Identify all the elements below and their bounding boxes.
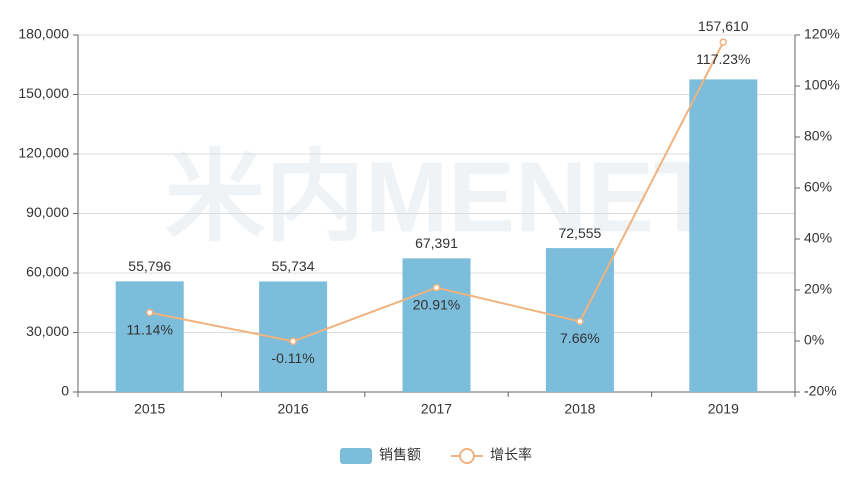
legend-label[interactable]: 增长率: [490, 447, 532, 463]
y-tick-label: 120,000: [18, 145, 69, 161]
line-value-label: 11.14%: [126, 321, 172, 337]
x-tick-label: 2018: [564, 401, 595, 417]
line-point: [719, 38, 728, 46]
legend-swatch: [340, 448, 372, 464]
x-tick-label: 2017: [421, 401, 452, 417]
x-tick-label: 2016: [278, 401, 309, 417]
y-tick-label: 180,000: [18, 26, 69, 42]
line-point: [576, 317, 584, 326]
y2-tick-label: 60%: [804, 179, 832, 195]
x-tick-label: 2015: [134, 401, 165, 417]
line-point: [289, 337, 297, 346]
y2-tick-label: 80%: [804, 128, 832, 144]
bar-value-label: 72,555: [558, 225, 601, 241]
bar: [115, 281, 184, 392]
bar-value-label: 55,796: [128, 258, 171, 274]
y-tick-label: 60,000: [26, 264, 69, 280]
y2-tick-label: 40%: [804, 230, 832, 246]
line-point: [145, 308, 154, 317]
y2-tick-label: -20%: [804, 383, 837, 399]
line-point: [432, 283, 441, 292]
y2-tick-label: 0%: [804, 332, 824, 348]
y-tick-label: 0: [61, 383, 69, 399]
y2-tick-label: 20%: [804, 281, 832, 297]
line-value-label: 20.91%: [413, 296, 460, 312]
legend-label[interactable]: 销售额: [379, 447, 421, 463]
bar-value-label: 67,391: [415, 235, 458, 251]
y-tick-label: 150,000: [18, 85, 69, 101]
bar-value-label: 55,734: [272, 258, 315, 274]
line-value-label: 7.66%: [560, 330, 600, 346]
line-value-label: 117.23%: [696, 51, 750, 67]
bar-value-label: 157,610: [698, 18, 749, 34]
legend-swatch: [459, 448, 475, 464]
x-tick-label: 2019: [708, 401, 739, 417]
y2-tick-label: 120%: [804, 26, 840, 42]
line-value-label: -0.11%: [271, 350, 314, 366]
y-tick-label: 90,000: [26, 204, 69, 220]
y2-tick-label: 100%: [804, 77, 840, 93]
bar: [402, 258, 471, 392]
bar: [689, 79, 758, 392]
y-tick-label: 30,000: [26, 323, 69, 339]
